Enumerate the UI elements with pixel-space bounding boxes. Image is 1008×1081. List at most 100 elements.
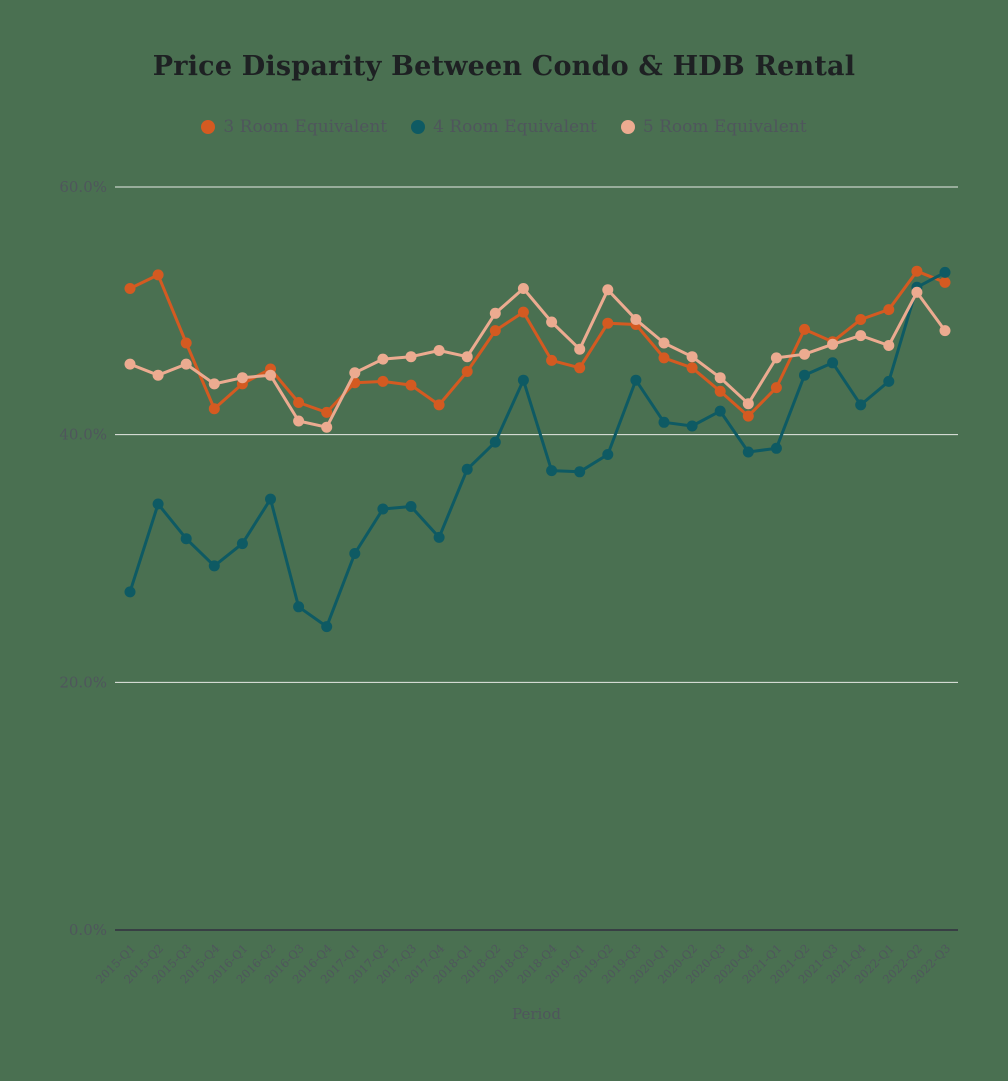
data-point [517,306,529,318]
data-point [349,548,361,559]
series-line [128,270,947,629]
y-tick-label: 60.0% [59,178,107,196]
data-point [517,374,529,386]
data-point [883,340,895,351]
data-point [686,362,698,374]
data-point [405,501,417,512]
data-point [489,325,501,337]
data-point [855,330,867,342]
data-point [461,351,473,363]
data-point [658,416,670,428]
y-axis-tick-labels: 0.0% 20.0% 40.0% 60.0% [59,178,107,939]
data-point [855,314,867,325]
data-point [377,503,389,515]
data-point [939,276,951,288]
data-point [574,466,586,478]
data-point [742,446,754,458]
data-point [265,369,276,381]
data-point [602,317,614,329]
data-point [152,498,164,510]
data-series [124,265,951,633]
data-point [770,352,782,364]
data-point [489,436,501,448]
data-point [630,314,642,325]
data-point [321,406,333,418]
data-point [461,463,473,475]
data-point [124,358,136,370]
data-point [405,351,417,363]
legend-item-3-room[interactable]: 3 Room Equivalent [201,117,387,137]
legend-swatch-icon [620,120,635,134]
data-point [433,531,445,543]
data-point [883,304,895,316]
legend-label: 3 Room Equivalent [223,117,388,137]
data-point [124,283,136,294]
legend-label: 4 Room Equivalent [433,117,597,137]
data-point [658,352,670,364]
data-point [433,399,445,411]
data-point [377,375,389,387]
data-point [770,442,782,454]
data-point [152,369,164,381]
data-point [939,325,951,337]
data-point [208,378,220,390]
data-point [742,410,754,422]
data-point [180,337,192,349]
legend-label: 5 Room Equivalent [642,117,807,137]
data-point [546,354,558,366]
series-5-room-equivalent [124,283,951,433]
data-point [517,283,529,294]
data-point [208,560,220,572]
y-tick-label: 20.0% [59,673,107,691]
data-point [714,372,726,384]
data-point [686,420,698,432]
data-point [799,348,810,360]
data-point [911,286,923,298]
data-point [546,316,558,328]
chart-title: Price Disparity Between Condo & HDB Rent… [152,51,856,82]
data-point [461,366,473,377]
grid-lines [115,186,958,931]
data-point [124,586,136,598]
data-point [236,538,248,550]
series-3-room-equivalent [124,265,951,422]
data-point [770,382,782,394]
data-point [658,337,670,349]
y-tick-label: 0.0% [69,921,107,939]
data-point [602,449,614,460]
legend: 3 Room Equivalent 4 Room Equivalent 5 Ro… [0,117,1008,137]
data-point [293,415,305,427]
data-point [546,465,558,477]
data-point [208,403,220,415]
data-point [180,358,192,370]
legend-item-4-room[interactable]: 4 Room Equivalent [411,117,597,137]
legend-item-5-room[interactable]: 5 Room Equivalent [620,117,807,137]
data-point [180,533,192,545]
data-point [405,379,417,391]
data-point [827,338,839,350]
data-point [377,353,389,365]
data-point [602,284,614,296]
data-point [433,345,445,356]
legend-swatch-icon [411,120,426,134]
data-point [293,397,305,408]
data-point [799,369,810,381]
legend-swatch-icon [201,120,216,134]
data-point [293,601,305,613]
data-point [686,351,698,363]
data-point [883,375,895,387]
series-line [128,269,947,418]
data-point [321,621,333,633]
data-point [152,269,164,281]
data-point [265,493,276,505]
data-point [574,343,586,355]
data-point [939,266,951,278]
data-point [911,265,923,277]
data-point [714,385,726,397]
data-point [799,323,810,335]
data-point [714,405,726,417]
data-point [349,367,361,379]
x-axis-title: Period [512,1005,561,1023]
data-point [742,398,754,410]
